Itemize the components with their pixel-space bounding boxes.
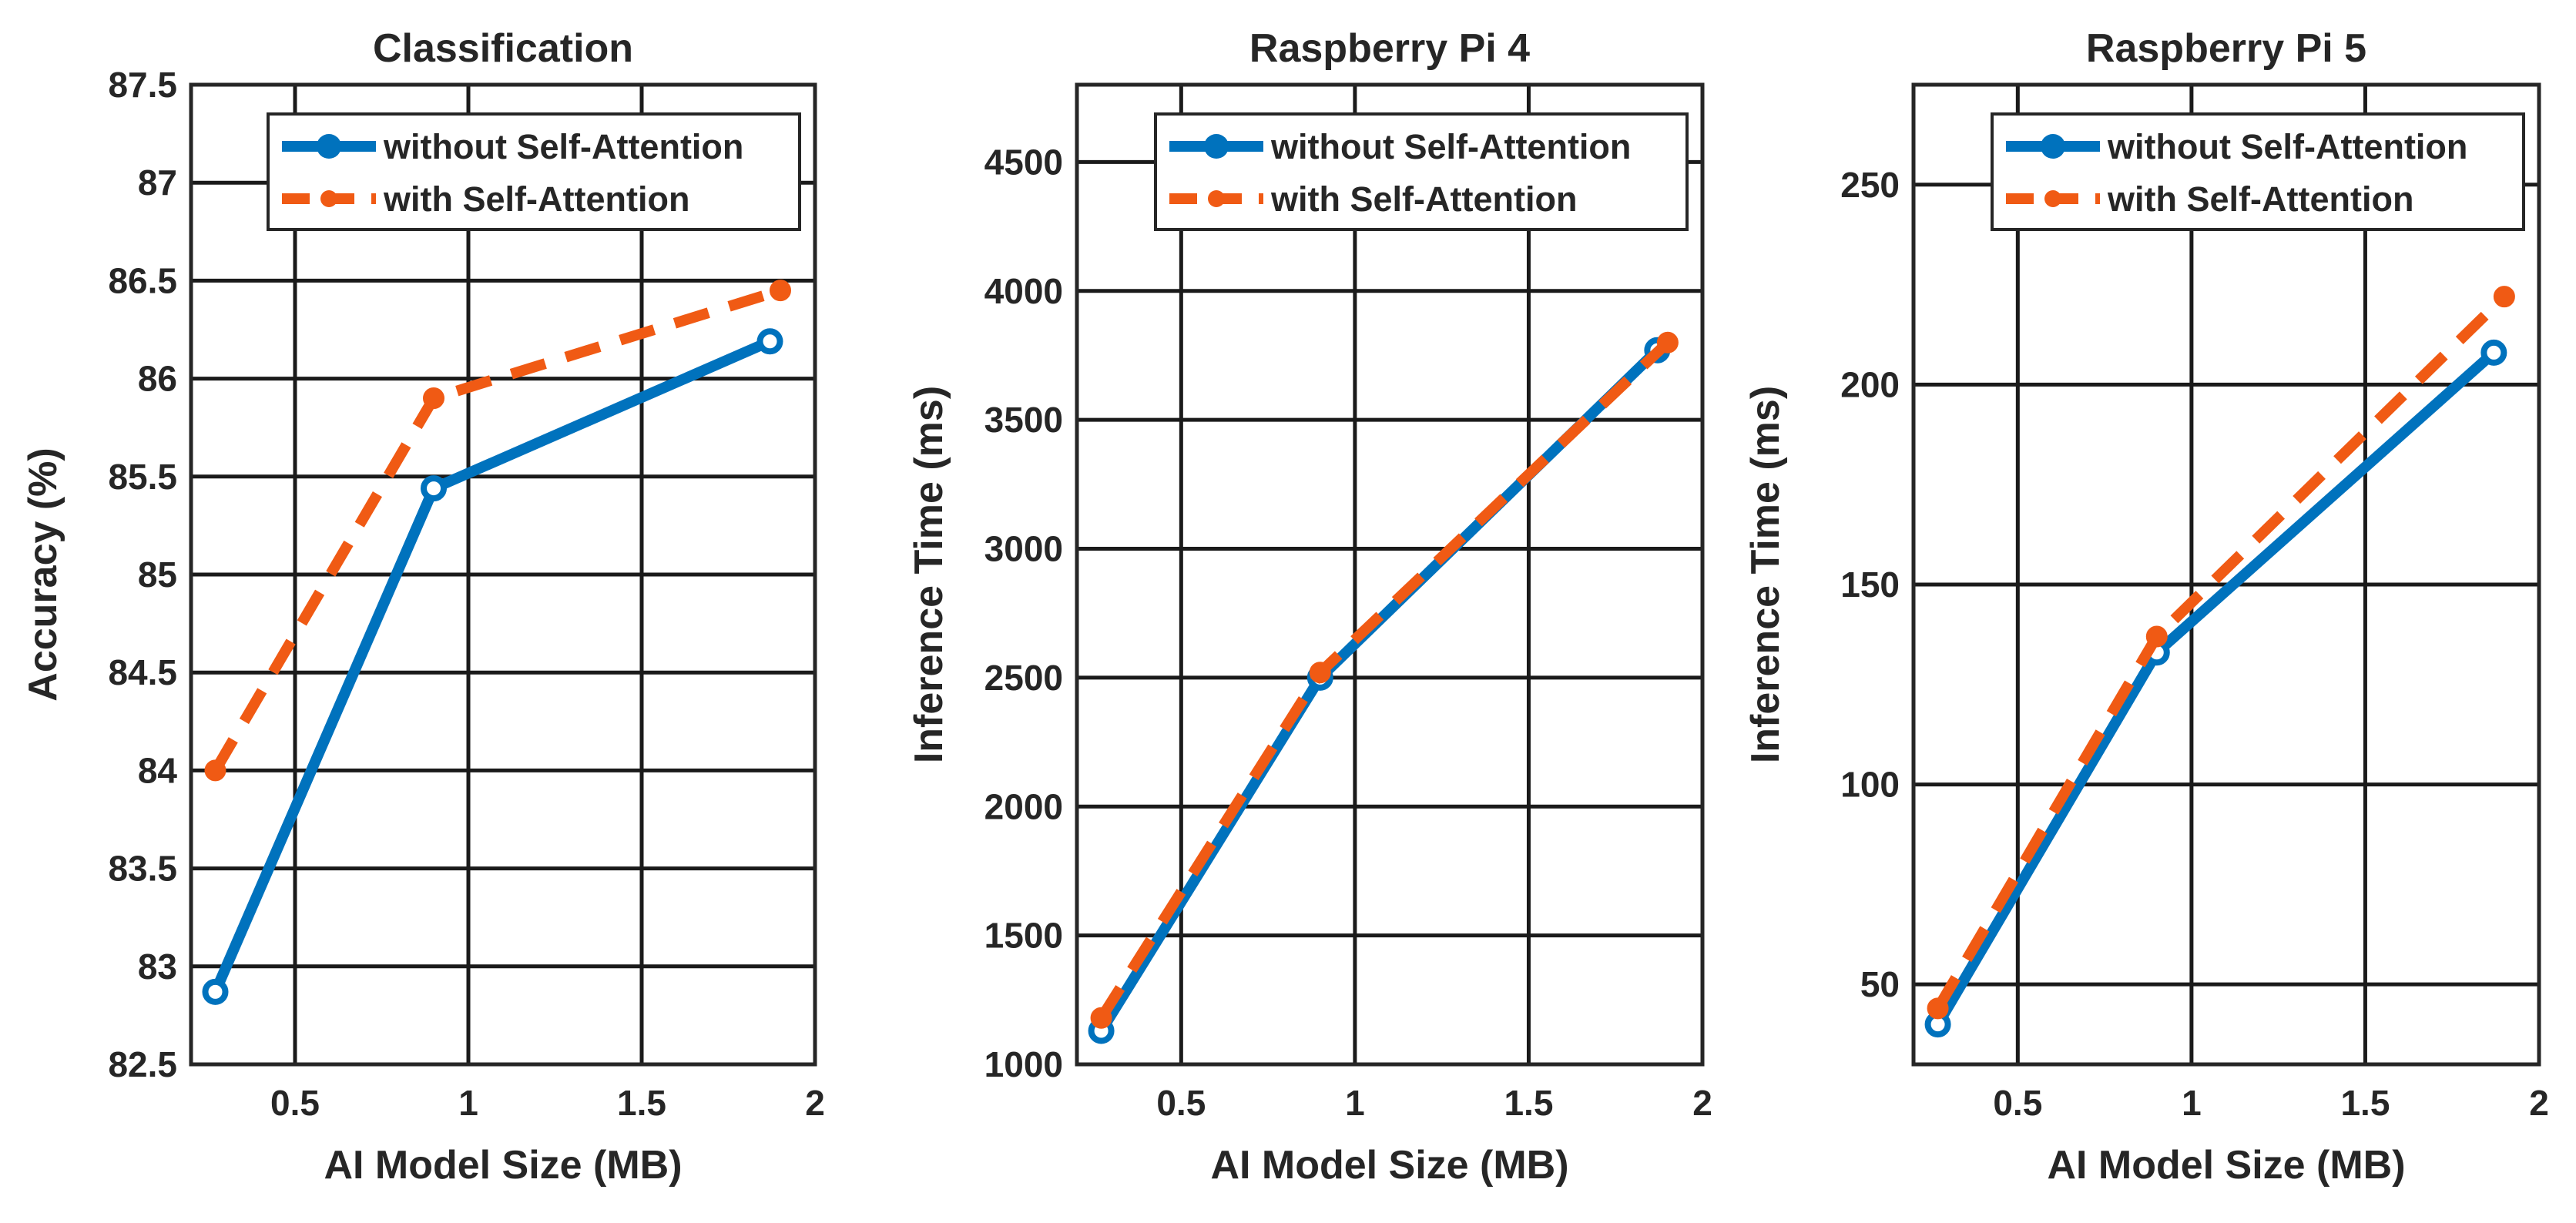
x-tick-label: 1.5	[617, 1083, 666, 1123]
legend-marker-with-self-attention	[1208, 190, 1225, 207]
y-tick-label: 4000	[984, 271, 1063, 311]
data-point-without-self-attention	[421, 475, 447, 502]
chart-panel-1: 82.5 83 83.5 84 84.5 85 85.5 86 86.5 87 87.5 0.5 1 1.…	[21, 26, 825, 1188]
y-axis-label: Inference Time (ms)	[907, 386, 951, 763]
legend-label: with Self-Attention	[383, 179, 689, 219]
x-axis-label: AI Model Size (MB)	[2047, 1143, 2405, 1188]
y-tick-label: 85.5	[108, 457, 177, 497]
y-tick-label: 2000	[984, 786, 1063, 826]
legend: without Self-Attention with Self-Attentio…	[267, 112, 801, 231]
x-tick-label: 2	[805, 1083, 825, 1123]
x-tick-label: 0.5	[1156, 1083, 1206, 1123]
data-point-with-self-attention	[770, 280, 791, 302]
data-point-with-self-attention	[2145, 625, 2168, 648]
data-point-without-self-attention	[756, 328, 783, 355]
axes-box	[189, 82, 817, 1067]
data-point-with-self-attention	[204, 759, 226, 782]
y-tick-label: 250	[1840, 165, 1900, 205]
legend: without Self-Attention with Self-Attentio…	[1154, 112, 1689, 231]
axes-box	[1911, 82, 2541, 1067]
y-tick-label: 87.5	[108, 65, 177, 105]
legend: without Self-Attention with Self-Attentio…	[1991, 112, 2525, 231]
y-tick-label: 1000	[984, 1044, 1063, 1084]
legend-marker-without-self-attention	[317, 134, 341, 159]
y-tick-label: 4500	[984, 142, 1063, 182]
legend-label: without Self-Attention	[1270, 127, 1631, 166]
legend-label: without Self-Attention	[2107, 127, 2467, 166]
y-axis-label: Accuracy (%)	[21, 447, 65, 701]
y-tick-label: 1500	[984, 916, 1063, 956]
x-tick-label: 2	[1692, 1083, 1712, 1123]
chart-title: Raspberry Pi 4	[1249, 26, 1530, 71]
x-tick-label: 2	[2529, 1083, 2549, 1123]
y-tick-label: 200	[1840, 364, 1900, 404]
data-point-with-self-attention	[1309, 662, 1331, 684]
y-tick-label: 84	[138, 750, 178, 790]
data-point-with-self-attention	[1656, 331, 1679, 353]
x-tick-label: 1.5	[1504, 1083, 1553, 1123]
chart-title: Raspberry Pi 5	[2086, 26, 2366, 71]
y-tick-label: 87	[138, 163, 177, 203]
legend-box	[1154, 112, 1689, 231]
data-point-with-self-attention	[423, 387, 444, 410]
chart-title: Classification	[373, 26, 633, 71]
x-tick-label: 1	[1345, 1083, 1365, 1123]
legend-label: with Self-Attention	[1270, 179, 1577, 219]
legend-marker-with-self-attention	[2044, 190, 2061, 207]
x-tick-label: 1	[2182, 1083, 2202, 1123]
data-point-with-self-attention	[1927, 997, 1949, 1020]
data-point-with-self-attention	[2493, 286, 2515, 308]
y-tick-label: 2500	[984, 658, 1063, 698]
legend-label: with Self-Attention	[2107, 179, 2413, 219]
y-tick-label: 3000	[984, 529, 1063, 569]
x-tick-label: 0.5	[1993, 1083, 2042, 1123]
x-axis-label: AI Model Size (MB)	[324, 1143, 682, 1188]
data-point-with-self-attention	[1090, 1007, 1112, 1029]
legend-marker-without-self-attention	[1204, 134, 1229, 159]
y-tick-label: 85	[138, 555, 177, 595]
y-tick-label: 50	[1860, 964, 1900, 1004]
x-axis-label: AI Model Size (MB)	[1210, 1143, 1568, 1188]
axes-box	[1075, 82, 1705, 1067]
y-tick-label: 83.5	[108, 849, 177, 889]
y-tick-label: 150	[1840, 565, 1900, 605]
legend-label: without Self-Attention	[383, 127, 743, 166]
y-tick-label: 83	[138, 947, 177, 987]
chart-panel-2: 1000 1500 2000 2500 3000 3500 4000 4500 0.5 1 1.5 2…	[907, 26, 1712, 1188]
legend-box	[1991, 112, 2525, 231]
y-tick-label: 84.5	[108, 652, 177, 692]
x-tick-label: 1.5	[2340, 1083, 2390, 1123]
x-tick-label: 1	[458, 1083, 478, 1123]
legend-box	[267, 112, 801, 231]
y-tick-label: 86	[138, 359, 177, 399]
chart-panel-3: 50 100 150 200 250 0.5 1 1.5 2 Raspberry Pi 5 AI M…	[1743, 26, 2549, 1188]
data-point-without-self-attention	[202, 978, 229, 1005]
y-tick-label: 86.5	[108, 260, 177, 300]
legend-marker-with-self-attention	[320, 190, 337, 207]
y-tick-label: 100	[1840, 765, 1900, 805]
legend-marker-without-self-attention	[2041, 134, 2065, 159]
x-tick-label: 0.5	[270, 1083, 320, 1123]
data-point-without-self-attention	[2480, 339, 2507, 366]
y-tick-label: 82.5	[108, 1044, 177, 1084]
y-tick-label: 3500	[984, 400, 1063, 440]
y-axis-label: Inference Time (ms)	[1743, 386, 1788, 763]
